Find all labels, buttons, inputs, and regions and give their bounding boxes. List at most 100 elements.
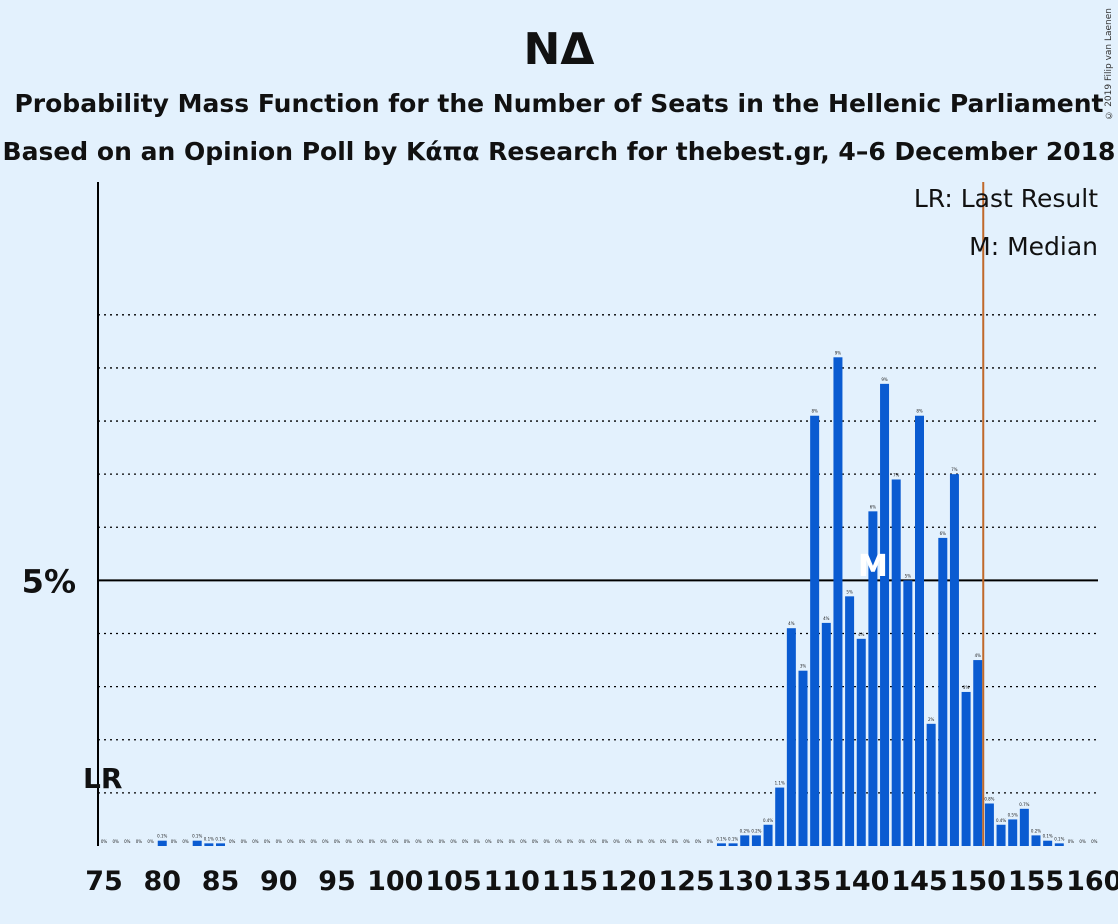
bar-label-155: 0.2% <box>1031 828 1041 833</box>
bar-label-147: 6% <box>940 531 947 536</box>
bar-label-106: 0% <box>462 839 469 844</box>
bar-137 <box>821 622 831 846</box>
bar-label-75: 0% <box>101 839 108 844</box>
bar-129 <box>728 843 738 846</box>
bar-label-98: 0% <box>369 839 376 844</box>
legend-median: M: Median <box>969 232 1098 261</box>
bar-label-111: 0% <box>520 839 527 844</box>
bar-label-158: 0% <box>1068 839 1075 844</box>
bar-label-142: 9% <box>881 377 888 382</box>
bar-142 <box>880 383 890 846</box>
bar-label-140: 4% <box>858 632 865 637</box>
x-tick-135: 135 <box>775 866 831 897</box>
bar-145 <box>915 415 924 846</box>
bar-label-157: 0.1% <box>1054 836 1064 841</box>
bar-label-108: 0% <box>485 839 492 844</box>
bar-label-126: 0% <box>695 839 702 844</box>
x-tick-100: 100 <box>367 866 423 897</box>
bar-label-96: 0% <box>345 839 352 844</box>
bar-label-90: 0% <box>276 839 283 844</box>
bar-label-125: 0% <box>683 839 690 844</box>
bar-label-97: 0% <box>357 839 364 844</box>
bar-144 <box>903 580 913 846</box>
bar-label-117: 0% <box>590 839 597 844</box>
bar-label-77: 0% <box>124 839 131 844</box>
bar-138 <box>833 357 843 846</box>
bar-label-93: 0% <box>311 839 318 844</box>
bar-label-124: 0% <box>672 839 679 844</box>
x-tick-75: 75 <box>85 866 123 897</box>
bar-140 <box>856 638 866 846</box>
bar-label-153: 0.5% <box>1008 812 1018 817</box>
bar-label-88: 0% <box>252 839 259 844</box>
bar-label-122: 0% <box>648 839 655 844</box>
bar-label-115: 0% <box>567 839 574 844</box>
bar-label-83: 0.1% <box>192 834 202 839</box>
bar-label-154: 0.7% <box>1019 802 1029 807</box>
bar-label-103: 0% <box>427 839 434 844</box>
bar-152 <box>996 824 1006 846</box>
x-tick-160: 160 <box>1066 866 1118 897</box>
bar-label-138: 9% <box>835 350 842 355</box>
bar-135 <box>798 670 808 846</box>
x-tick-110: 110 <box>484 866 540 897</box>
bar-156 <box>1043 840 1053 846</box>
bar-154 <box>1019 808 1029 846</box>
x-tick-115: 115 <box>542 866 598 897</box>
bar-label-127: 0% <box>707 839 714 844</box>
bar-157 <box>1054 843 1064 846</box>
bar-label-143: 7% <box>893 472 900 477</box>
x-tick-155: 155 <box>1008 866 1064 897</box>
bar-141 <box>868 511 878 846</box>
bar-label-100: 0% <box>392 839 399 844</box>
bar-80 <box>157 840 167 846</box>
median-marker: M <box>858 549 888 584</box>
bar-149 <box>961 691 971 846</box>
bar-label-121: 0% <box>637 839 644 844</box>
x-tick-90: 90 <box>260 866 298 897</box>
bar-83 <box>192 840 202 846</box>
bar-label-136: 8% <box>811 409 818 414</box>
bar-label-86: 0% <box>229 839 236 844</box>
bar-label-118: 0% <box>602 839 609 844</box>
bar-label-123: 0% <box>660 839 667 844</box>
bar-147 <box>938 537 948 846</box>
bar-85 <box>216 843 225 846</box>
bar-label-109: 0% <box>497 839 504 844</box>
x-axis-ticks: 75 80 85 90 95 100 105 110 115 120 125 130 135 140 145… <box>85 866 1118 897</box>
bar-label-132: 0.4% <box>763 818 773 823</box>
bar-label-110: 0% <box>509 839 516 844</box>
bar-label-76: 0% <box>112 839 119 844</box>
last-result-axis-label: LR <box>83 762 122 795</box>
bar-label-137: 4% <box>823 616 830 621</box>
bar-label-139: 5% <box>846 589 853 594</box>
bar-150 <box>973 660 983 846</box>
bar-label-101: 0% <box>404 839 411 844</box>
y-tick-label: 5% <box>22 562 76 600</box>
bar-label-152: 0.4% <box>996 818 1006 823</box>
bar-label-78: 0% <box>136 839 143 844</box>
x-tick-95: 95 <box>318 866 356 897</box>
bar-143 <box>891 479 901 846</box>
bar-84 <box>204 843 214 846</box>
bar-128 <box>716 843 726 846</box>
x-tick-145: 145 <box>891 866 947 897</box>
bar-146 <box>926 723 936 846</box>
bar-label-107: 0% <box>474 839 481 844</box>
bar-label-84: 0.1% <box>204 836 214 841</box>
bar-136 <box>810 415 820 846</box>
bar-label-146: 2% <box>928 717 935 722</box>
x-tick-125: 125 <box>658 866 714 897</box>
bar-label-160: 0% <box>1091 839 1098 844</box>
bar-label-119: 0% <box>613 839 620 844</box>
chart-title: ΝΔ <box>523 24 595 75</box>
bar-label-102: 0% <box>415 839 422 844</box>
bar-label-149: 3% <box>963 685 970 690</box>
chart-subtitle-line1: Probability Mass Function for the Number… <box>14 89 1104 118</box>
bar-155 <box>1031 835 1041 846</box>
bar-label-148: 7% <box>951 467 958 472</box>
x-tick-120: 120 <box>600 866 656 897</box>
bar-labels: 0% 0% 0% 0% 0%0.1%0% 0%0.1%0.1% 0.1%0% 0% 0% 0% 0%… <box>101 350 1098 844</box>
bar-label-145: 8% <box>916 409 923 414</box>
